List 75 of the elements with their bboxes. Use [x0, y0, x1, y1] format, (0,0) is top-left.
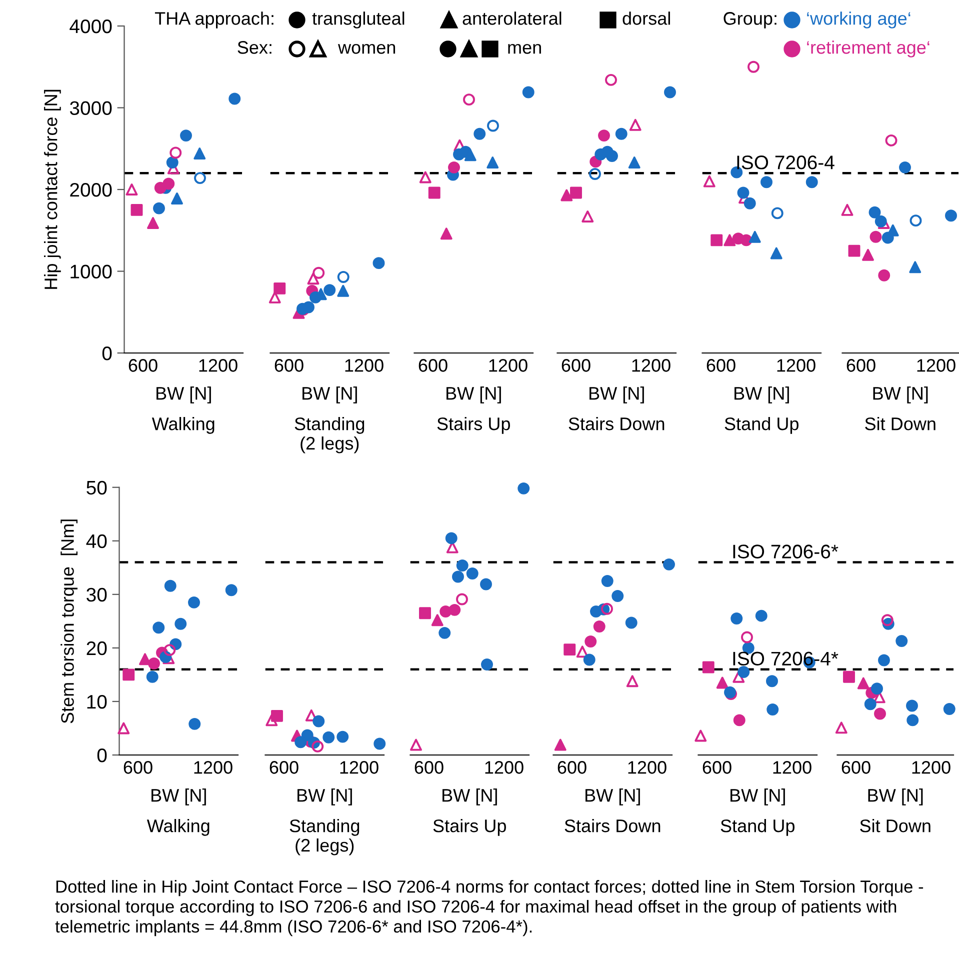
- y-tick-label: 50: [86, 480, 107, 495]
- x-tick-label: 1200: [345, 359, 384, 372]
- x-tick-label: 600: [128, 359, 158, 372]
- x-tick-label: 600: [124, 761, 152, 774]
- text: Standing (2 legs): [290, 819, 360, 856]
- y-tick-label: 2000: [70, 182, 112, 197]
- x-tick-label: 1200: [917, 359, 956, 372]
- x-axis-title: BW [N]: [446, 386, 501, 404]
- y-tick-label: 0: [97, 748, 107, 762]
- x-tick-label: 600: [270, 761, 298, 774]
- x-axis-title: BW [N]: [868, 788, 923, 806]
- y-tick-label: 20: [86, 641, 107, 656]
- x-tick-label: 1200: [485, 761, 524, 774]
- annotation: ‘working age‘: [807, 12, 910, 28]
- ref-line-label: ISO 7206-6*: [733, 544, 838, 558]
- ref-line-label: ISO 7206-4: [737, 156, 834, 170]
- text: Sit Down: [865, 417, 936, 430]
- x-tick-label: 600: [706, 359, 736, 372]
- annotation: Group:: [724, 12, 776, 28]
- x-tick-label: 600: [414, 761, 444, 774]
- text: Dotted line in Hip Joint Contact Force – ISO 7206-4 norms for contact forces; dotted line in Stem Torsion Torque - torsional torque according to ISO 7206-6 and ISO 7206-4 for maximal head offset in the group of patients with telemetric implants = 44.8mm (ISO 7206-6* and ISO 7206-4*).: [55, 880, 924, 936]
- text: anterolateral: [462, 12, 562, 25]
- x-tick-label: 1200: [194, 761, 232, 774]
- x-axis-title: BW [N]: [586, 788, 640, 806]
- text: Stand Up: [724, 417, 799, 434]
- text: Sit Down: [860, 819, 930, 832]
- annotation: transgluteal: [312, 12, 404, 28]
- x-tick-label: 600: [274, 359, 304, 372]
- annotation: women: [338, 44, 396, 54]
- x-tick-label: 1200: [489, 359, 528, 372]
- x-tick-label: 600: [846, 359, 876, 372]
- x-tick-label: 600: [702, 761, 732, 774]
- x-axis-title: BW [N]: [298, 788, 352, 806]
- x-tick-label: 600: [562, 359, 590, 372]
- annotation: men: [508, 44, 541, 54]
- y-tick-label: 40: [86, 534, 107, 548]
- text: Stairs Down: [564, 819, 660, 832]
- x-tick-label: 600: [842, 761, 870, 774]
- annotation: Sex:: [238, 41, 272, 54]
- x-tick-label: 1200: [777, 359, 816, 372]
- x-tick-label: 1200: [199, 359, 238, 372]
- annotation: ‘retirement age‘: [807, 40, 930, 58]
- text: Stand Up: [720, 819, 795, 836]
- x-axis-title: BW [N]: [302, 386, 357, 404]
- x-axis-title: BW [N]: [442, 788, 497, 806]
- ref-line-label: ISO 7206-4*: [733, 652, 838, 666]
- y-tick-label: 1000: [70, 264, 112, 278]
- x-axis-title: BW [N]: [734, 386, 789, 404]
- x-axis-title: BW [N]: [156, 386, 211, 404]
- text: Walking: [146, 819, 210, 836]
- y-tick-label: 10: [87, 694, 107, 709]
- text: Standing (2 legs): [294, 417, 364, 454]
- x-tick-label: 1200: [632, 359, 670, 372]
- x-axis-title: BW [N]: [730, 788, 785, 806]
- text: dorsal: [622, 12, 670, 25]
- x-tick-label: 1200: [340, 761, 378, 774]
- annotation: THA approach:: [154, 12, 274, 28]
- x-tick-label: 1200: [628, 761, 666, 774]
- text: Stairs Up: [437, 417, 510, 434]
- y-tick-label: 4000: [70, 19, 112, 34]
- text: Stairs Up: [433, 819, 506, 836]
- x-tick-label: 600: [418, 359, 448, 372]
- x-axis-title: BW [N]: [152, 788, 206, 806]
- text: Stairs Down: [568, 417, 664, 430]
- y-axis-title: Stem torsion torque [Nm]: [60, 520, 78, 724]
- x-tick-label: 600: [558, 761, 586, 774]
- y-tick-label: 30: [86, 588, 107, 602]
- text: Walking: [152, 417, 214, 434]
- y-tick-label: 3000: [70, 101, 112, 115]
- x-tick-label: 1200: [773, 761, 812, 774]
- x-axis-title: BW [N]: [873, 386, 928, 404]
- y-tick-label: 0: [102, 346, 112, 360]
- x-tick-label: 1200: [912, 761, 950, 774]
- y-axis-title: Hip joint contact force [N]: [44, 90, 61, 289]
- x-axis-title: BW [N]: [590, 386, 644, 404]
